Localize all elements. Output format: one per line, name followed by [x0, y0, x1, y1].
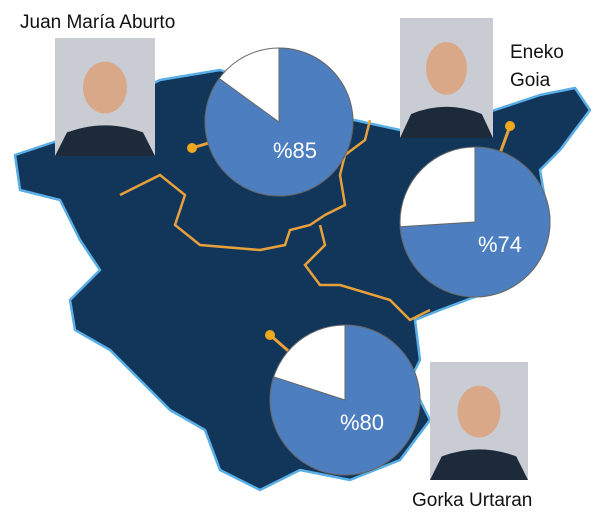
person-name: Eneko [510, 42, 564, 63]
person-name: Gorka Urtaran [412, 490, 532, 511]
connector-dot [505, 121, 515, 131]
connector-dot [265, 330, 275, 340]
pie-label: %74 [478, 232, 522, 257]
portrait-head [83, 62, 127, 114]
map-figure: %85 Juan María Aburto %74 Eneko Goia %80 Gorka… [0, 0, 597, 512]
pie-label: %80 [340, 410, 384, 435]
connector-dot [187, 143, 197, 153]
pie-label: %85 [273, 138, 317, 163]
portrait-head [457, 386, 500, 438]
person-name: Goia [510, 70, 551, 91]
person-name: Juan María Aburto [20, 12, 175, 33]
portrait-head [426, 42, 467, 95]
